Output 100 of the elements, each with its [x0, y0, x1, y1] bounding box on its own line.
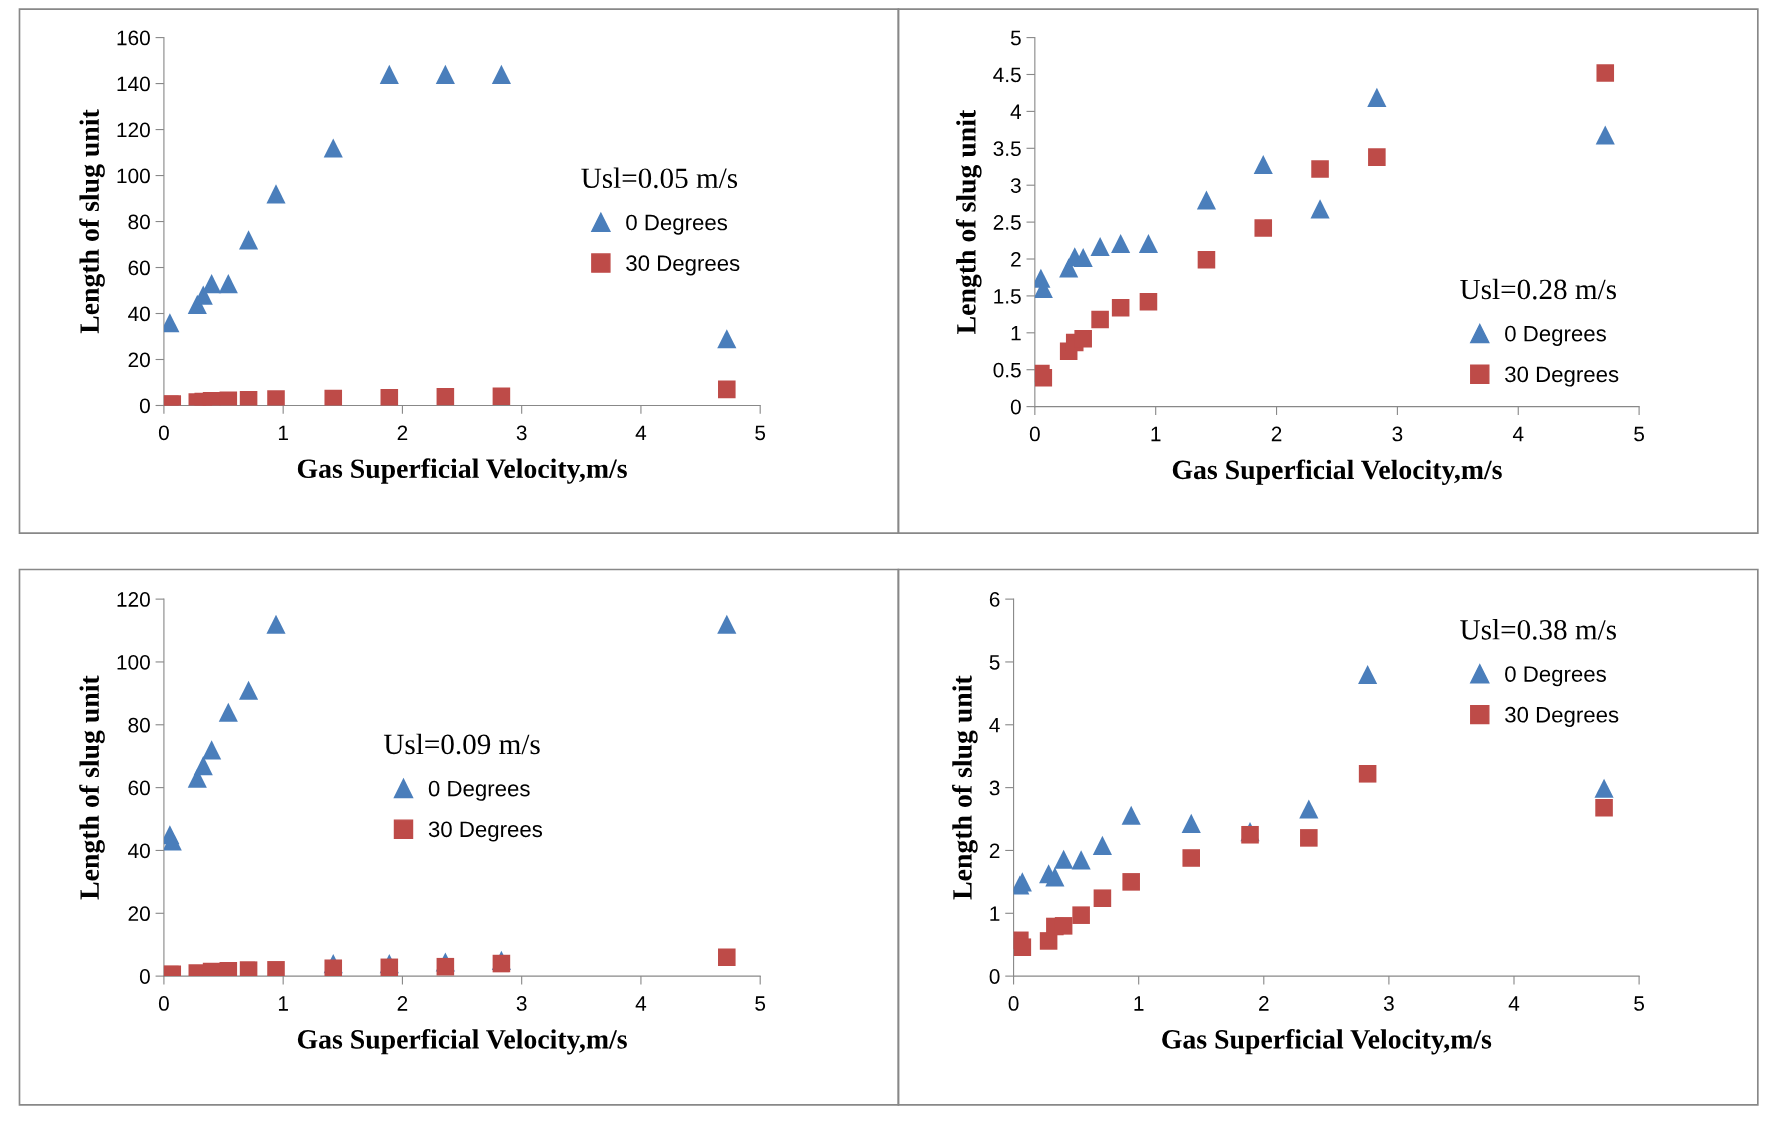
y-tick-label: 120 [117, 592, 150, 607]
point [1594, 778, 1614, 798]
y-tick-label: 2 [1011, 252, 1021, 267]
point [202, 740, 222, 760]
y-tick-label: 40 [128, 843, 150, 859]
point [218, 274, 238, 294]
y-tick-label: 160 [117, 30, 150, 46]
y-tick-label: 140 [117, 76, 150, 92]
point [266, 614, 286, 634]
point [1074, 329, 1092, 348]
point [717, 329, 737, 349]
y-axis-title: Length of slug unit [79, 109, 105, 334]
x-tick-label: 4 [1512, 426, 1524, 442]
x-tick-label: 0 [158, 996, 169, 1011]
legend-label: 30 Degrees [1505, 706, 1619, 727]
legend-title: Usl=0.38 m/s [1460, 619, 1616, 640]
point [267, 390, 285, 406]
point [1368, 148, 1386, 166]
point [1254, 219, 1273, 237]
point [324, 389, 343, 406]
x-tick-label: 0 [1029, 426, 1040, 442]
x-tick-label: 3 [1383, 996, 1394, 1011]
point [193, 756, 213, 776]
y-tick-label: 4 [1010, 104, 1022, 119]
x-tick-label: 2 [1271, 426, 1282, 442]
y-tick-label: 80 [128, 717, 150, 733]
point [1182, 849, 1201, 867]
point [1300, 829, 1318, 847]
point [1111, 233, 1131, 254]
x-tick-label: 5 [755, 996, 766, 1011]
y-tick-label: 0 [139, 398, 150, 414]
x-tick-label: 1 [278, 425, 288, 441]
x-tick-label: 5 [755, 425, 766, 441]
legend-title: Usl=0.28 m/s [1460, 278, 1616, 300]
x-tick-label: 3 [516, 425, 527, 441]
point [219, 962, 238, 977]
x-tick-label: 1 [1134, 996, 1144, 1011]
point [380, 389, 399, 406]
x-axis-title: Gas Superficial Velocity,m/s [297, 1028, 627, 1055]
x-tick-label: 4 [635, 996, 647, 1011]
y-tick-label: 120 [117, 122, 150, 138]
y-tick-label: 20 [128, 352, 150, 368]
y-tick-label: 0 [989, 969, 1000, 984]
y-tick-label: 4 [989, 718, 1000, 733]
point [1122, 873, 1140, 891]
x-tick-label: 3 [516, 996, 527, 1011]
x-axis-title: Gas Superficial Velocity,m/s [1172, 459, 1502, 485]
y-tick-label: 4.5 [993, 67, 1021, 83]
y-axis-title: Length of slug unit [955, 109, 982, 334]
point [324, 959, 343, 977]
point [1299, 799, 1319, 819]
point [219, 391, 238, 406]
y-axis-title: Length of slug unit [79, 675, 105, 900]
point [1197, 250, 1216, 269]
point [717, 614, 737, 634]
legend-label: 0 Degrees [1505, 666, 1606, 687]
point [1013, 938, 1032, 956]
x-tick-label: 0 [158, 425, 169, 441]
point [202, 274, 222, 294]
point [1253, 154, 1273, 175]
point [1090, 236, 1110, 257]
point [1073, 247, 1093, 268]
point [718, 380, 736, 399]
y-tick-label: 1.5 [994, 289, 1021, 304]
point [266, 184, 286, 204]
point [1196, 190, 1217, 210]
point [1072, 906, 1090, 924]
point [380, 958, 399, 977]
point [1358, 765, 1377, 783]
x-tick-label: 2 [397, 996, 408, 1011]
point [1595, 125, 1615, 145]
point [1596, 64, 1615, 82]
point [1139, 293, 1158, 311]
point [436, 387, 455, 406]
y-tick-label: 60 [128, 780, 150, 796]
point [1358, 664, 1378, 685]
y-tick-label: 80 [128, 214, 150, 230]
x-tick-label: 4 [1508, 996, 1520, 1011]
y-tick-label: 20 [128, 906, 150, 922]
y-tick-label: 40 [128, 306, 150, 322]
point [1138, 233, 1159, 254]
y-tick-label: 60 [128, 260, 150, 276]
point [1310, 199, 1330, 219]
point [239, 680, 259, 700]
point [491, 64, 511, 84]
point [1311, 160, 1329, 178]
point [492, 954, 511, 973]
point [239, 961, 258, 977]
legend-title: Usl=0.05 m/s [581, 167, 738, 189]
y-tick-label: 2 [989, 843, 1000, 858]
y-tick-label: 6 [989, 592, 1000, 607]
y-tick-label: 1 [990, 906, 1000, 921]
point [1595, 798, 1613, 817]
y-tick-label: 100 [117, 654, 150, 670]
point [1367, 87, 1387, 107]
point [267, 961, 285, 977]
y-tick-label: 100 [117, 168, 150, 184]
x-tick-label: 1 [278, 996, 288, 1011]
legend-label: 0 Degrees [626, 214, 728, 235]
x-tick-label: 4 [635, 425, 647, 441]
